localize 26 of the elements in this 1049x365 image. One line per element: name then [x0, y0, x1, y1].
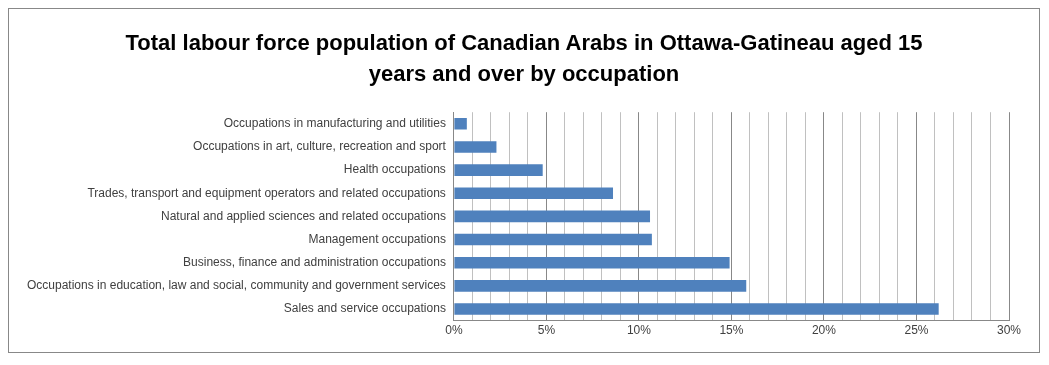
bar: [454, 303, 939, 315]
x-tick-label: 0%: [445, 323, 463, 338]
bar: [454, 210, 651, 223]
x-tick-label: 25%: [904, 323, 929, 338]
y-tick-label: Management occupations: [308, 231, 446, 246]
y-tick-label: Occupations in art, culture, recreation and sport: [193, 139, 447, 154]
bar: [454, 256, 730, 269]
x-tick-label: 15%: [719, 323, 744, 338]
y-tick-label: Occupations in manufacturing and utilities: [223, 116, 446, 131]
bar: [454, 233, 652, 246]
y-tick-label: Trades, transport and equipment operators and related occupations: [87, 185, 446, 200]
y-tick-label: Occupations in education, law and social, community and government services: [26, 278, 446, 293]
bar: [454, 164, 543, 176]
x-tick-label: 20%: [811, 323, 837, 338]
bar: [454, 187, 614, 200]
y-tick-label: Health occupations: [343, 162, 446, 177]
bar: [454, 141, 497, 153]
y-tick-label: Natural and applied sciences and related occupations: [161, 208, 446, 223]
y-tick-label: Business, finance and administration occupations: [183, 255, 446, 270]
bar: [454, 117, 467, 130]
x-tick-label: 30%: [996, 323, 1022, 338]
x-tick-label: 5%: [537, 323, 556, 338]
chart-title: Total labour force population of Canadian Arabs in Ottawa-Gatineau aged 15 years and over by occupation: [124, 29, 924, 88]
bar: [454, 280, 747, 292]
y-tick-label: Sales and service occupations: [283, 301, 446, 316]
x-tick-label: 10%: [626, 323, 652, 338]
